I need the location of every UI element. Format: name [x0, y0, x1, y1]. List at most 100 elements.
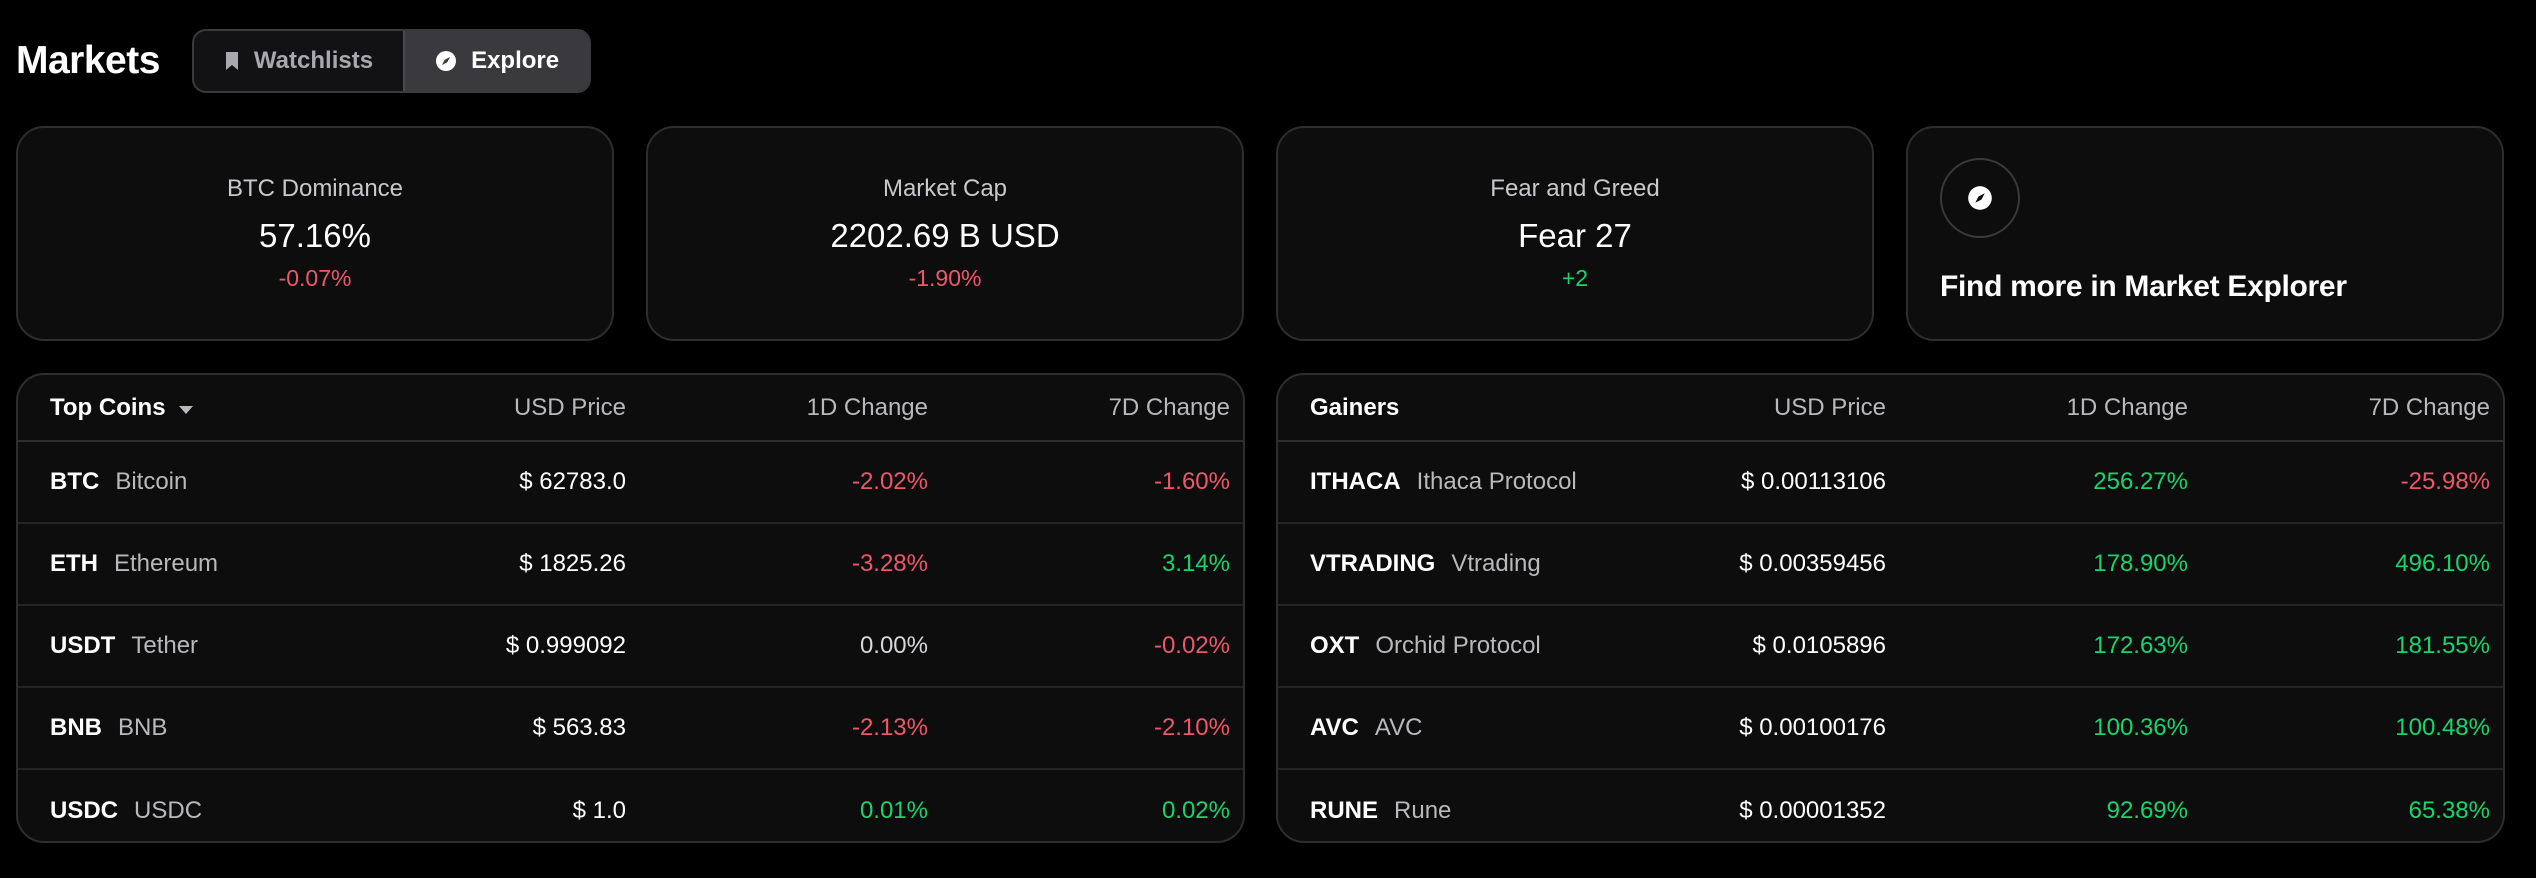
coin-1d-change: 172.63%	[2093, 632, 2188, 659]
coin-1d-change: 178.90%	[2093, 550, 2188, 577]
coin-price: $ 0.999092	[505, 632, 626, 659]
coin-name: Ithaca Protocol	[1416, 468, 1577, 495]
header-price: USD Price	[513, 393, 626, 421]
coin-symbol: BNB	[50, 714, 102, 741]
coin-symbol: RUNE	[1310, 797, 1379, 824]
compass-icon	[1940, 158, 2020, 238]
table-header: Gainers USD Price 1D Change 7D Change	[1278, 375, 2503, 442]
coin-1d-change: 92.69%	[2106, 797, 2188, 824]
coin-cell: ITHACA Ithaca Protocol	[1278, 468, 1658, 496]
coin-name: USDC	[134, 797, 203, 824]
coin-price: $ 0.00001352	[1739, 797, 1886, 824]
coin-7d-change: 496.10%	[2395, 550, 2490, 577]
coin-7d-change: 0.02%	[1161, 797, 1230, 824]
coin-1d-change: 0.01%	[859, 797, 928, 824]
coin-cell: BTC Bitcoin	[18, 468, 398, 496]
coin-7d-change: 3.14%	[1161, 550, 1230, 577]
coin-cell: AVC AVC	[1278, 714, 1658, 742]
coin-cell: USDT Tether	[18, 632, 398, 660]
coin-1d-change: -3.28%	[851, 550, 928, 577]
page-title: Markets	[16, 39, 160, 82]
coin-7d-change: -2.10%	[1153, 714, 1230, 741]
coin-cell: USDC USDC	[18, 797, 398, 825]
market-explorer-label: Find more in Market Explorer	[1940, 270, 2347, 303]
header-name: Top Coins	[50, 393, 166, 421]
table-header: Top Coins USD Price 1D Change 7D Change	[18, 375, 1243, 442]
coin-symbol: USDC	[50, 797, 119, 824]
tab-watchlists[interactable]: Watchlists	[194, 31, 403, 91]
coin-price: $ 0.0105896	[1752, 632, 1886, 659]
table-row[interactable]: ETH Ethereum $ 1825.26 -3.28% 3.14%	[18, 524, 1243, 606]
header-name: Gainers	[1310, 393, 1400, 421]
card-value: 2202.69 B USD	[830, 217, 1060, 254]
header-7d: 7D Change	[1108, 393, 1230, 421]
card-value: Fear 27	[1518, 217, 1632, 254]
coin-1d-change: 100.36%	[2093, 714, 2188, 741]
table-row[interactable]: RUNE Rune $ 0.00001352 92.69% 65.38%	[1278, 770, 2503, 841]
coin-name: Ethereum	[114, 550, 219, 577]
table-row[interactable]: VTRADING Vtrading $ 0.00359456 178.90% 496.1…	[1278, 524, 2503, 606]
coin-price: $ 563.83	[532, 714, 626, 741]
coin-cell: OXT Orchid Protocol	[1278, 632, 1658, 660]
coin-7d-change: -0.02%	[1153, 632, 1230, 659]
coin-symbol: VTRADING	[1310, 550, 1436, 577]
gainers-table: Gainers USD Price 1D Change 7D Change IT…	[1276, 373, 2505, 843]
coin-price: $ 0.00113106	[1740, 468, 1886, 495]
compass-icon	[435, 50, 457, 72]
tab-explore-label: Explore	[471, 47, 560, 74]
coin-1d-change: 256.27%	[2093, 468, 2188, 495]
coin-name: Rune	[1394, 797, 1452, 824]
coin-7d-change: 65.38%	[2408, 797, 2490, 824]
coin-symbol: USDT	[50, 632, 116, 659]
table-row[interactable]: ITHACA Ithaca Protocol $ 0.00113106 256.27%…	[1278, 442, 2503, 524]
table-row[interactable]: BNB BNB $ 563.83 -2.13% -2.10%	[18, 688, 1243, 770]
card-label: BTC Dominance	[226, 175, 404, 202]
header-7d: 7D Change	[2368, 393, 2490, 421]
coin-1d-change: -2.02%	[851, 468, 928, 495]
card-label: Fear and Greed	[1490, 175, 1660, 202]
tab-explore[interactable]: Explore	[403, 31, 590, 91]
coin-name: AVC	[1374, 714, 1423, 741]
tab-watchlists-label: Watchlists	[253, 47, 374, 74]
coin-price: $ 0.00100176	[1739, 714, 1886, 741]
table-row[interactable]: USDC USDC $ 1.0 0.01% 0.02%	[18, 770, 1243, 841]
coin-7d-change: 100.48%	[2395, 714, 2490, 741]
coin-name: Tether	[131, 632, 199, 659]
card-label: Market Cap	[882, 175, 1008, 202]
table-row[interactable]: AVC AVC $ 0.00100176 100.36% 100.48%	[1278, 688, 2503, 770]
coin-symbol: OXT	[1310, 632, 1360, 659]
table-row[interactable]: OXT Orchid Protocol $ 0.0105896 172.63% 181.…	[1278, 606, 2503, 688]
coin-name: Vtrading	[1451, 550, 1541, 577]
coin-cell: RUNE Rune	[1278, 797, 1658, 825]
coin-price: $ 62783.0	[519, 468, 626, 495]
header-1d: 1D Change	[2066, 393, 2188, 421]
coin-symbol: ITHACA	[1310, 468, 1401, 495]
btc-dominance-card: BTC Dominance 57.16% -0.07%	[16, 126, 614, 341]
top-coins-table: Top Coins USD Price 1D Change 7D Change …	[16, 373, 1245, 843]
coin-name: Orchid Protocol	[1375, 632, 1541, 659]
card-change: +2	[1561, 265, 1589, 291]
card-change: -1.90%	[908, 265, 982, 291]
coin-7d-change: -25.98%	[2400, 468, 2490, 495]
coin-symbol: AVC	[1310, 714, 1359, 741]
coin-name: BNB	[118, 714, 168, 741]
view-toggle: Watchlists Explore	[191, 29, 592, 93]
header: Markets Watchlists Explore	[16, 29, 592, 93]
coin-price: $ 1.0	[572, 797, 626, 824]
coin-cell: ETH Ethereum	[18, 550, 398, 578]
table-row[interactable]: USDT Tether $ 0.999092 0.00% -0.02%	[18, 606, 1243, 688]
fear-greed-card: Fear and Greed Fear 27 +2	[1276, 126, 1874, 341]
top-coins-dropdown[interactable]: Top Coins	[18, 394, 398, 422]
coin-symbol: BTC	[50, 468, 100, 495]
coin-price: $ 0.00359456	[1739, 550, 1886, 577]
caret-down-icon	[178, 394, 194, 422]
card-change: -0.07%	[278, 265, 352, 291]
card-value: 57.16%	[259, 217, 371, 254]
coin-1d-change: -2.13%	[851, 714, 928, 741]
table-row[interactable]: BTC Bitcoin $ 62783.0 -2.02% -1.60%	[18, 442, 1243, 524]
coin-symbol: ETH	[50, 550, 98, 577]
market-cap-card: Market Cap 2202.69 B USD -1.90%	[646, 126, 1244, 341]
coin-cell: BNB BNB	[18, 714, 398, 742]
market-explorer-link[interactable]: Find more in Market Explorer	[1906, 126, 2504, 341]
coin-price: $ 1825.26	[519, 550, 626, 577]
